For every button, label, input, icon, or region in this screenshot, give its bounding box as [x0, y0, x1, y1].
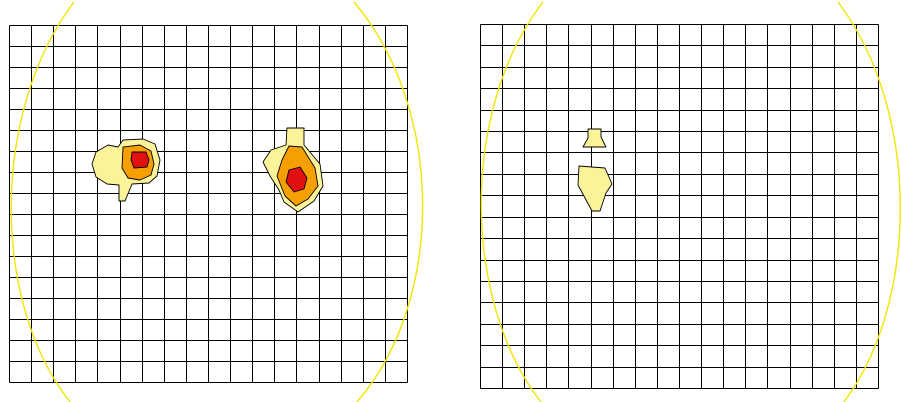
contour-high [130, 151, 150, 169]
hotspot-left-a [91, 138, 161, 202]
left-boundary-ellipse-right [353, 1, 424, 402]
hotspot-right-upper [582, 128, 607, 148]
contour-high [285, 166, 308, 193]
right-boundary-ellipse [480, 1, 544, 402]
right-grid [480, 24, 879, 389]
left-boundary-ellipse [10, 1, 75, 402]
left-grid [9, 25, 408, 383]
contour-low [582, 128, 607, 148]
hotspot-right-lower [577, 165, 613, 212]
right-boundary-ellipse-right [837, 1, 901, 402]
left-panel [9, 1, 424, 402]
contour-low [577, 165, 613, 212]
right-panel [480, 1, 901, 402]
hotspot-left-b [262, 127, 324, 213]
